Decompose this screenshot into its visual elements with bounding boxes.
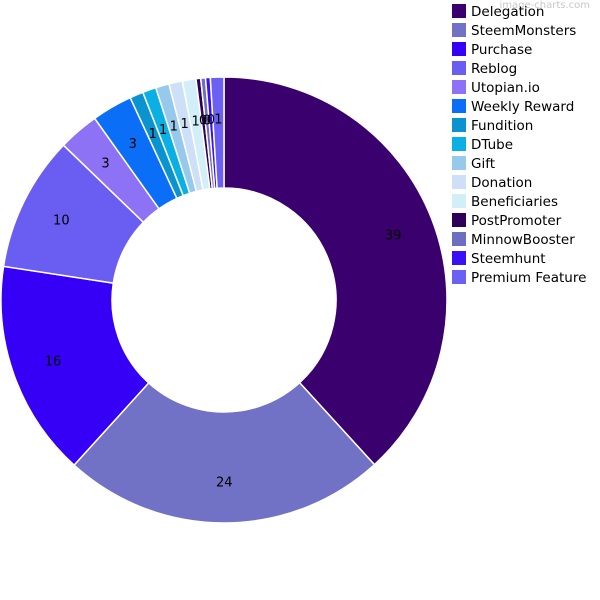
legend-label: Gift <box>471 156 495 172</box>
value-label: 1 <box>170 120 178 135</box>
value-label: 24 <box>216 475 233 490</box>
slices-group <box>0 76 448 524</box>
legend-swatch <box>452 156 466 170</box>
watermark: image-charts.com <box>499 0 591 11</box>
legend-label: Donation <box>471 175 532 191</box>
legend-swatch <box>452 213 466 227</box>
value-label: 1 <box>159 123 167 138</box>
legend-label: PostPromoter <box>471 213 562 229</box>
legend-label: Reblog <box>471 61 517 77</box>
legend-swatch <box>452 23 466 37</box>
legend-swatch <box>452 99 466 113</box>
legend-label: DTube <box>471 137 513 153</box>
slice-premium-feature <box>209 76 225 190</box>
value-label: 10 <box>53 214 70 229</box>
slice-delegation <box>223 76 448 466</box>
value-label: 1 <box>181 117 189 132</box>
value-label: 1 <box>149 127 157 142</box>
value-label: 1 <box>191 115 199 130</box>
value-label: 0 <box>203 113 211 128</box>
legend-label: Beneficiaries <box>471 194 558 210</box>
legend-swatch <box>452 194 466 208</box>
legend-swatch <box>452 251 466 265</box>
legend-swatch <box>452 42 466 56</box>
legend-label: MinnowBooster <box>471 232 575 248</box>
legend-label: Premium Feature <box>471 270 586 286</box>
legend-swatch <box>452 175 466 189</box>
legend-label: Weekly Reward <box>471 99 574 115</box>
value-label: 39 <box>385 228 402 243</box>
legend-swatch <box>452 137 466 151</box>
legend-swatch <box>452 80 466 94</box>
value-label: 1 <box>214 113 222 128</box>
legend-swatch <box>452 232 466 246</box>
value-label: 16 <box>45 355 62 370</box>
slice-purchase <box>0 265 150 467</box>
legend-swatch <box>452 61 466 75</box>
legend-label: Fundition <box>471 118 533 134</box>
value-label: 0 <box>199 114 207 129</box>
legend-label: SteemMonsters <box>471 23 576 39</box>
value-label: 0 <box>207 113 215 128</box>
legend: Delegation SteemMonsters Purchase Reblog Uto… <box>452 4 586 286</box>
legend-label: Utopian.io <box>471 80 540 96</box>
slice-steemmonsters <box>73 381 376 524</box>
legend-label: Delegation <box>471 4 544 20</box>
legend-swatch <box>452 118 466 132</box>
value-label: 3 <box>129 137 137 152</box>
legend-label: Purchase <box>471 42 532 58</box>
value-label: 3 <box>101 156 109 171</box>
legend-swatch <box>452 270 466 284</box>
legend-swatch <box>452 4 466 18</box>
legend-label: Steemhunt <box>471 251 546 267</box>
